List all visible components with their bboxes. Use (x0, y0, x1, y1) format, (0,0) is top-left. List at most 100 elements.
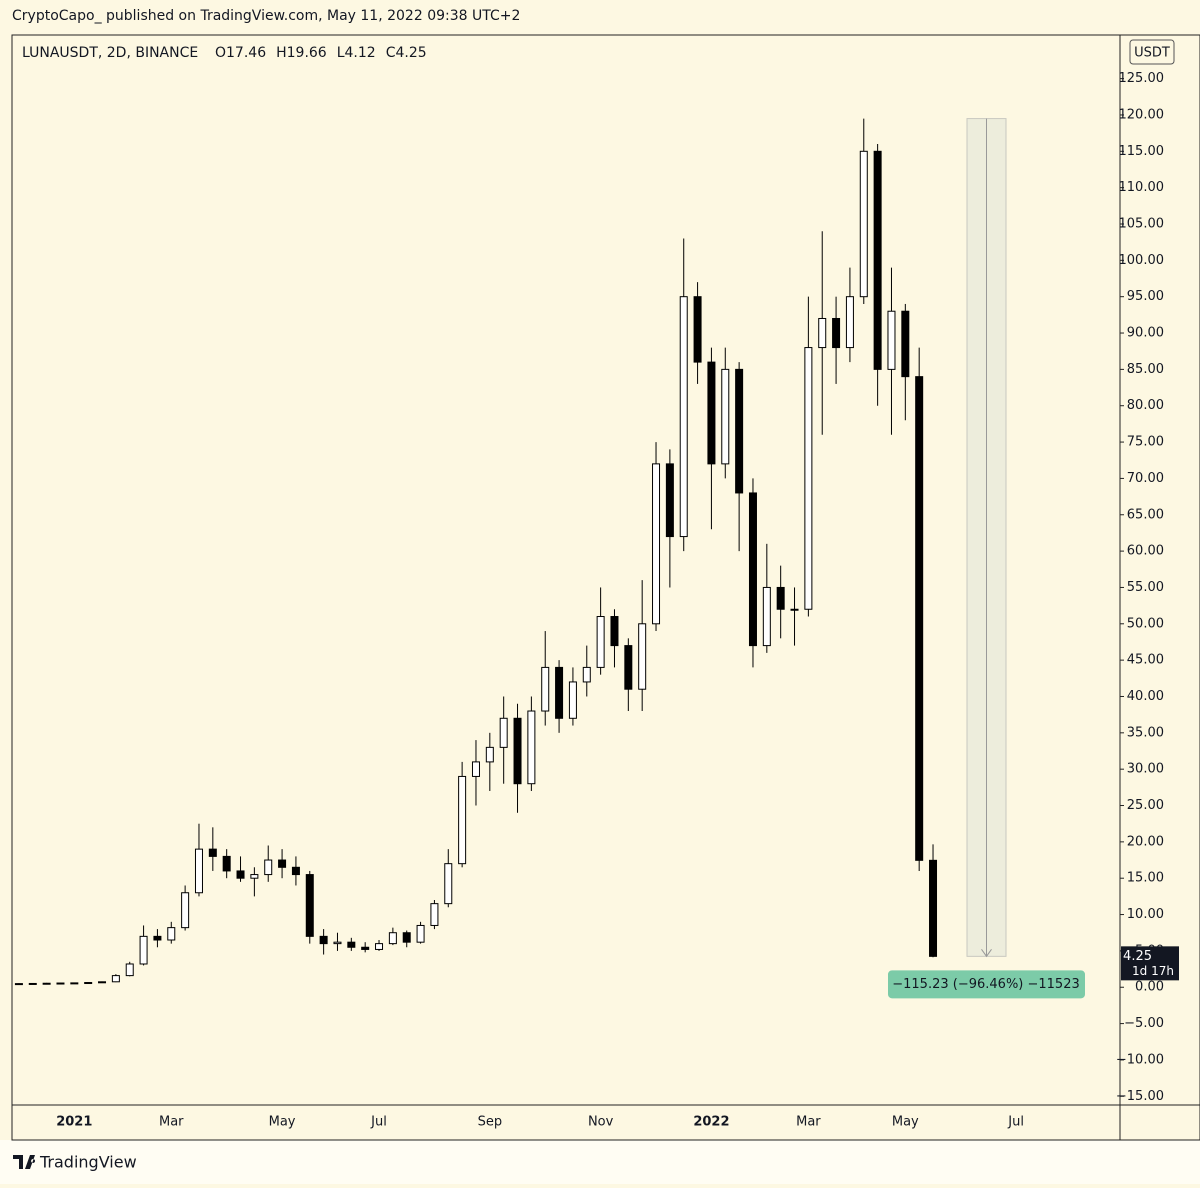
candle-body (568, 681, 577, 719)
candle-body (402, 932, 411, 943)
candle-body (762, 586, 771, 647)
candle-body (638, 623, 647, 690)
candle-body (347, 941, 356, 948)
candle-body (845, 296, 854, 349)
candle-body (818, 317, 827, 349)
y-tick-label: 25.00 (1127, 798, 1164, 813)
y-tick-label: 0.00 (1135, 980, 1164, 995)
candle-body (153, 935, 162, 941)
y-tick-label: 85.00 (1127, 362, 1164, 377)
candle-body (167, 927, 176, 941)
candle-body (361, 946, 370, 950)
measure-label: −115.23 (−96.46%) −11523 (892, 977, 1080, 992)
candle-body (278, 859, 287, 868)
candle-body (139, 935, 148, 965)
candle-body (84, 982, 93, 985)
candle-body (652, 463, 661, 625)
y-tick-label: 75.00 (1127, 435, 1164, 450)
candle-body (14, 983, 23, 986)
candle-body (28, 982, 37, 985)
candle-body (555, 666, 564, 719)
candle-body (375, 943, 384, 950)
candle-body (42, 982, 51, 985)
candle-body (319, 935, 328, 945)
candle-body (388, 932, 397, 945)
y-tick-label: 90.00 (1127, 326, 1164, 341)
symbol: LUNAUSDT, 2D, BINANCE (22, 45, 198, 61)
logo-icon (13, 1155, 36, 1169)
x-tick-label: Sep (478, 1115, 503, 1130)
y-tick-label: 45.00 (1127, 653, 1164, 668)
x-tick-label: 2022 (693, 1115, 729, 1130)
y-tick-label: 55.00 (1127, 580, 1164, 595)
ohlc-label: C4.25 (386, 45, 427, 61)
candle-body (333, 941, 342, 945)
candle-body (485, 746, 494, 763)
y-tick-label: −10.00 (1116, 1052, 1164, 1067)
candle-body (873, 150, 882, 370)
candle-body (222, 855, 231, 872)
y-tick-label: 80.00 (1127, 398, 1164, 413)
x-tick-label: Jul (370, 1115, 387, 1130)
footer-band (0, 1140, 1200, 1184)
candle-body (929, 859, 938, 957)
y-tick-label: 125.00 (1119, 71, 1165, 86)
candle-body (527, 710, 536, 785)
candle-body (416, 924, 425, 943)
candle-body (859, 150, 868, 298)
candle-body (458, 775, 467, 865)
y-tick-label: 115.00 (1119, 144, 1165, 159)
candle-body (513, 717, 522, 785)
candle-body (56, 982, 65, 985)
countdown: 1d 17h (1132, 964, 1174, 978)
candle-body (790, 608, 799, 611)
y-tick-label: 40.00 (1127, 689, 1164, 704)
candle-body (208, 848, 217, 857)
y-tick-label: 60.00 (1127, 544, 1164, 559)
candle-body (430, 903, 439, 926)
logo: TradingView (13, 1153, 137, 1172)
x-tick-label: May (892, 1115, 919, 1130)
header: CryptoCapo_ published on TradingView.com… (12, 8, 520, 24)
candle-body (444, 863, 453, 905)
y-tick-label: 30.00 (1127, 762, 1164, 777)
candle-body (610, 616, 619, 647)
y-tick-label: −5.00 (1124, 1016, 1164, 1031)
y-tick-label: −15.00 (1116, 1089, 1164, 1104)
candle-body (735, 368, 744, 494)
candle-body (693, 296, 702, 363)
candle-body (582, 666, 591, 683)
last-price: 4.25 (1123, 949, 1152, 964)
measure-arrowhead (981, 949, 992, 958)
x-tick-label: 2021 (56, 1115, 92, 1130)
candle-body (194, 848, 203, 894)
x-tick-label: Mar (796, 1115, 821, 1130)
candle-body (125, 963, 134, 977)
candle-body (707, 361, 716, 465)
y-tick-label: 100.00 (1119, 253, 1165, 268)
candle-body (181, 892, 190, 929)
x-tick-label: Mar (159, 1115, 184, 1130)
y-tick-label: 35.00 (1127, 725, 1164, 740)
y-tick-label: 110.00 (1119, 180, 1165, 195)
candle-body (111, 975, 120, 983)
candle-body (70, 982, 79, 985)
candle-body (264, 859, 273, 876)
candle-body (721, 368, 730, 465)
y-tick-label: 15.00 (1127, 871, 1164, 886)
currency-box (1129, 39, 1175, 65)
x-tick-label: Jul (1007, 1115, 1024, 1130)
last-price-box (1121, 946, 1179, 981)
candle-body (541, 666, 550, 712)
ohlc-label: L4.12 (337, 45, 376, 61)
y-tick-label: 65.00 (1127, 507, 1164, 522)
footer: TradingView (39, 1153, 137, 1172)
currency: USDT (1134, 46, 1170, 61)
frame (11, 34, 1200, 1141)
candle-body (624, 645, 633, 690)
candle-body (471, 761, 480, 777)
candle-body (250, 874, 259, 879)
measure-label-box (888, 970, 1085, 999)
